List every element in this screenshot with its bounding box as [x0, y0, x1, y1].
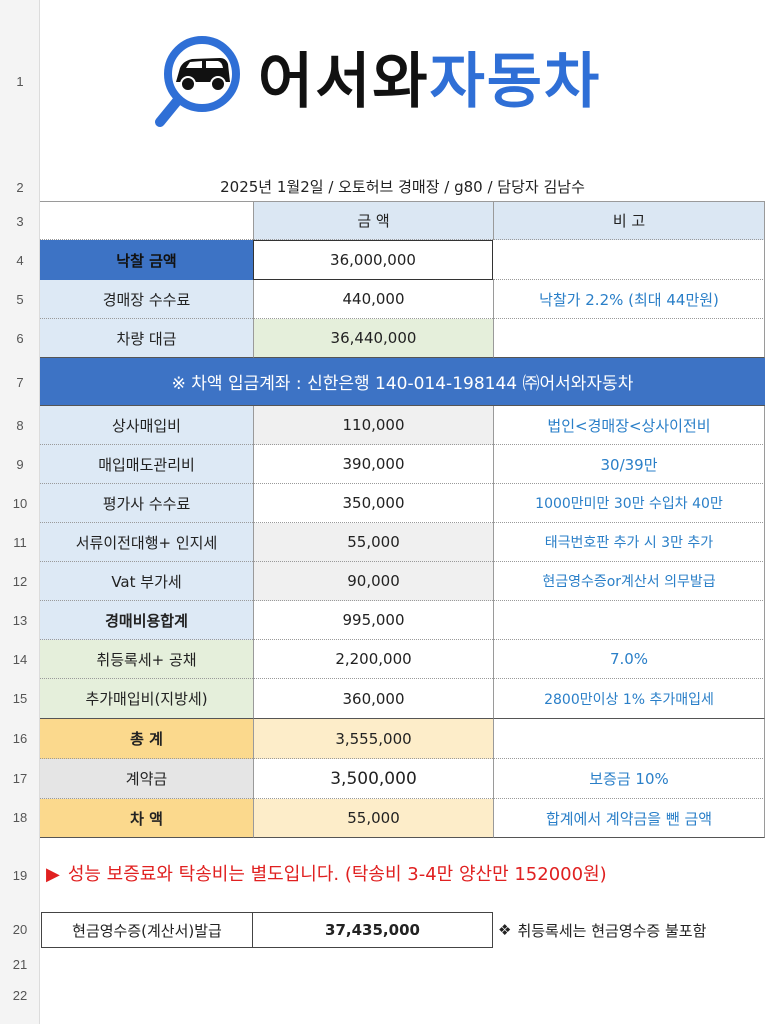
row-amount-vehicle-price[interactable]: 36,440,000: [253, 319, 493, 358]
row-number[interactable]: 18: [12, 810, 28, 825]
document-subtitle[interactable]: 2025년 1월2일 / 오토허브 경매장 / g80 / 담당자 김남수: [220, 178, 585, 196]
row-number[interactable]: 9: [16, 457, 24, 472]
row-amount-difference[interactable]: 55,000: [253, 799, 493, 838]
receipt-label[interactable]: 현금영수증(계산서)발급: [41, 912, 253, 948]
company-logo: 어서와자동차: [150, 34, 690, 134]
row-note-transfer-agency[interactable]: 태극번호판 추가 시 3만 추가: [493, 523, 765, 562]
row-amount-grand-total[interactable]: 3,555,000: [253, 719, 493, 759]
triangle-right-icon: ▶: [46, 864, 60, 885]
receipt-note-text: 취등록세는 현금영수증 불포함: [517, 921, 707, 940]
row-note-deposit[interactable]: 보증금 10%: [493, 759, 765, 799]
row-number[interactable]: 10: [12, 496, 28, 511]
row-amount-transfer-agency[interactable]: 55,000: [253, 523, 493, 562]
logo-text-part2: 자동차: [429, 47, 602, 117]
row-number[interactable]: 5: [16, 292, 24, 307]
row-note-winning-bid[interactable]: [493, 240, 765, 280]
row-number[interactable]: 2: [16, 180, 24, 195]
row-label-acquisition-tax[interactable]: 취등록세+ 공채: [40, 640, 253, 679]
row-label-vat[interactable]: Vat 부가세: [40, 562, 253, 601]
row-label-local-tax[interactable]: 추가매입비(지방세): [40, 679, 253, 719]
receipt-value[interactable]: 37,435,000: [253, 912, 493, 948]
row-amount-local-tax[interactable]: 360,000: [253, 679, 493, 719]
row-number[interactable]: 14: [12, 652, 28, 667]
row-number[interactable]: 21: [12, 957, 28, 972]
row-note-auction-cost-total[interactable]: [493, 601, 765, 640]
row-number[interactable]: 16: [12, 731, 28, 746]
deposit-account-banner[interactable]: ※ 차액 입금계좌 : 신한은행 140-014-198144 ㈜어서와자동차: [40, 358, 765, 406]
notice-message: 성능 보증료와 탁송비는 별도입니다. (탁송비 3-4만 양산만 152000…: [67, 864, 607, 885]
row-note-dealer-purchase[interactable]: 법인<경매장<상사이전비: [493, 406, 765, 445]
row-label-dealer-purchase[interactable]: 상사매입비: [40, 406, 253, 445]
row-amount-deposit[interactable]: 3,500,000: [253, 759, 493, 799]
diamond-bullet-icon: ❖: [498, 921, 512, 939]
row-number[interactable]: 13: [12, 613, 28, 628]
row-amount-winning-bid[interactable]: 36,000,000: [253, 240, 493, 280]
row-number[interactable]: 15: [12, 691, 28, 706]
row-note-difference[interactable]: 합계에서 계약금을 뺀 금액: [493, 799, 765, 838]
row-number-gutter: 1 2 3 4 5 6 7 8 9 10 11 12 13 14 15 16 1…: [0, 0, 40, 1024]
row-note-grand-total[interactable]: [493, 719, 765, 759]
row-note-management-fee[interactable]: 30/39만: [493, 445, 765, 484]
row-note-appraiser-fee[interactable]: 1000만미만 30만 수입차 40만: [493, 484, 765, 523]
row-number[interactable]: 8: [16, 418, 24, 433]
row-label-management-fee[interactable]: 매입매도관리비: [40, 445, 253, 484]
row-amount-dealer-purchase[interactable]: 110,000: [253, 406, 493, 445]
header-blank-cell[interactable]: [40, 201, 253, 240]
logo-text: 어서와자동차: [258, 42, 601, 122]
row-label-deposit[interactable]: 계약금: [40, 759, 253, 799]
row-number[interactable]: 19: [12, 868, 28, 883]
row-number[interactable]: 7: [16, 375, 24, 390]
row-label-grand-total[interactable]: 총 계: [40, 719, 253, 759]
logo-text-part1: 어서와: [258, 47, 430, 117]
receipt-note[interactable]: ❖ 취등록세는 현금영수증 불포함: [498, 912, 706, 948]
row-number[interactable]: 1: [16, 74, 24, 89]
notice-text[interactable]: ▶ 성능 보증료와 탁송비는 별도입니다. (탁송비 3-4만 양산만 15200…: [46, 862, 607, 888]
row-note-acquisition-tax[interactable]: 7.0%: [493, 640, 765, 679]
row-number[interactable]: 11: [13, 535, 27, 550]
row-number[interactable]: 3: [16, 214, 24, 229]
row-number[interactable]: 12: [12, 574, 28, 589]
row-note-vehicle-price[interactable]: [493, 319, 765, 358]
row-note-local-tax[interactable]: 2800만이상 1% 추가매입세: [493, 679, 765, 719]
row-label-vehicle-price[interactable]: 차량 대금: [40, 319, 253, 358]
row-amount-vat[interactable]: 90,000: [253, 562, 493, 601]
row-number[interactable]: 22: [12, 988, 28, 1003]
row-amount-management-fee[interactable]: 390,000: [253, 445, 493, 484]
row-label-transfer-agency[interactable]: 서류이전대행+ 인지세: [40, 523, 253, 562]
header-amount[interactable]: 금 액: [253, 201, 493, 240]
row-label-winning-bid[interactable]: 낙찰 금액: [40, 240, 253, 280]
row-number[interactable]: 6: [16, 331, 24, 346]
row-label-appraiser-fee[interactable]: 평가사 수수료: [40, 484, 253, 523]
row-number[interactable]: 4: [16, 253, 24, 268]
row-amount-auction-cost-total[interactable]: 995,000: [253, 601, 493, 640]
row-note-vat[interactable]: 현금영수증or계산서 의무발급: [493, 562, 765, 601]
row-note-auction-fee[interactable]: 낙찰가 2.2% (최대 44만원): [493, 280, 765, 319]
magnifier-car-icon: [155, 36, 240, 127]
row-amount-appraiser-fee[interactable]: 350,000: [253, 484, 493, 523]
row-label-auction-cost-total[interactable]: 경매비용합계: [40, 601, 253, 640]
row-number[interactable]: 20: [12, 922, 28, 937]
row-number[interactable]: 17: [12, 771, 28, 786]
row-label-auction-fee[interactable]: 경매장 수수료: [40, 280, 253, 319]
row-amount-auction-fee[interactable]: 440,000: [253, 280, 493, 319]
header-note[interactable]: 비 고: [493, 201, 765, 240]
row-label-difference[interactable]: 차 액: [40, 799, 253, 838]
row-amount-acquisition-tax[interactable]: 2,200,000: [253, 640, 493, 679]
